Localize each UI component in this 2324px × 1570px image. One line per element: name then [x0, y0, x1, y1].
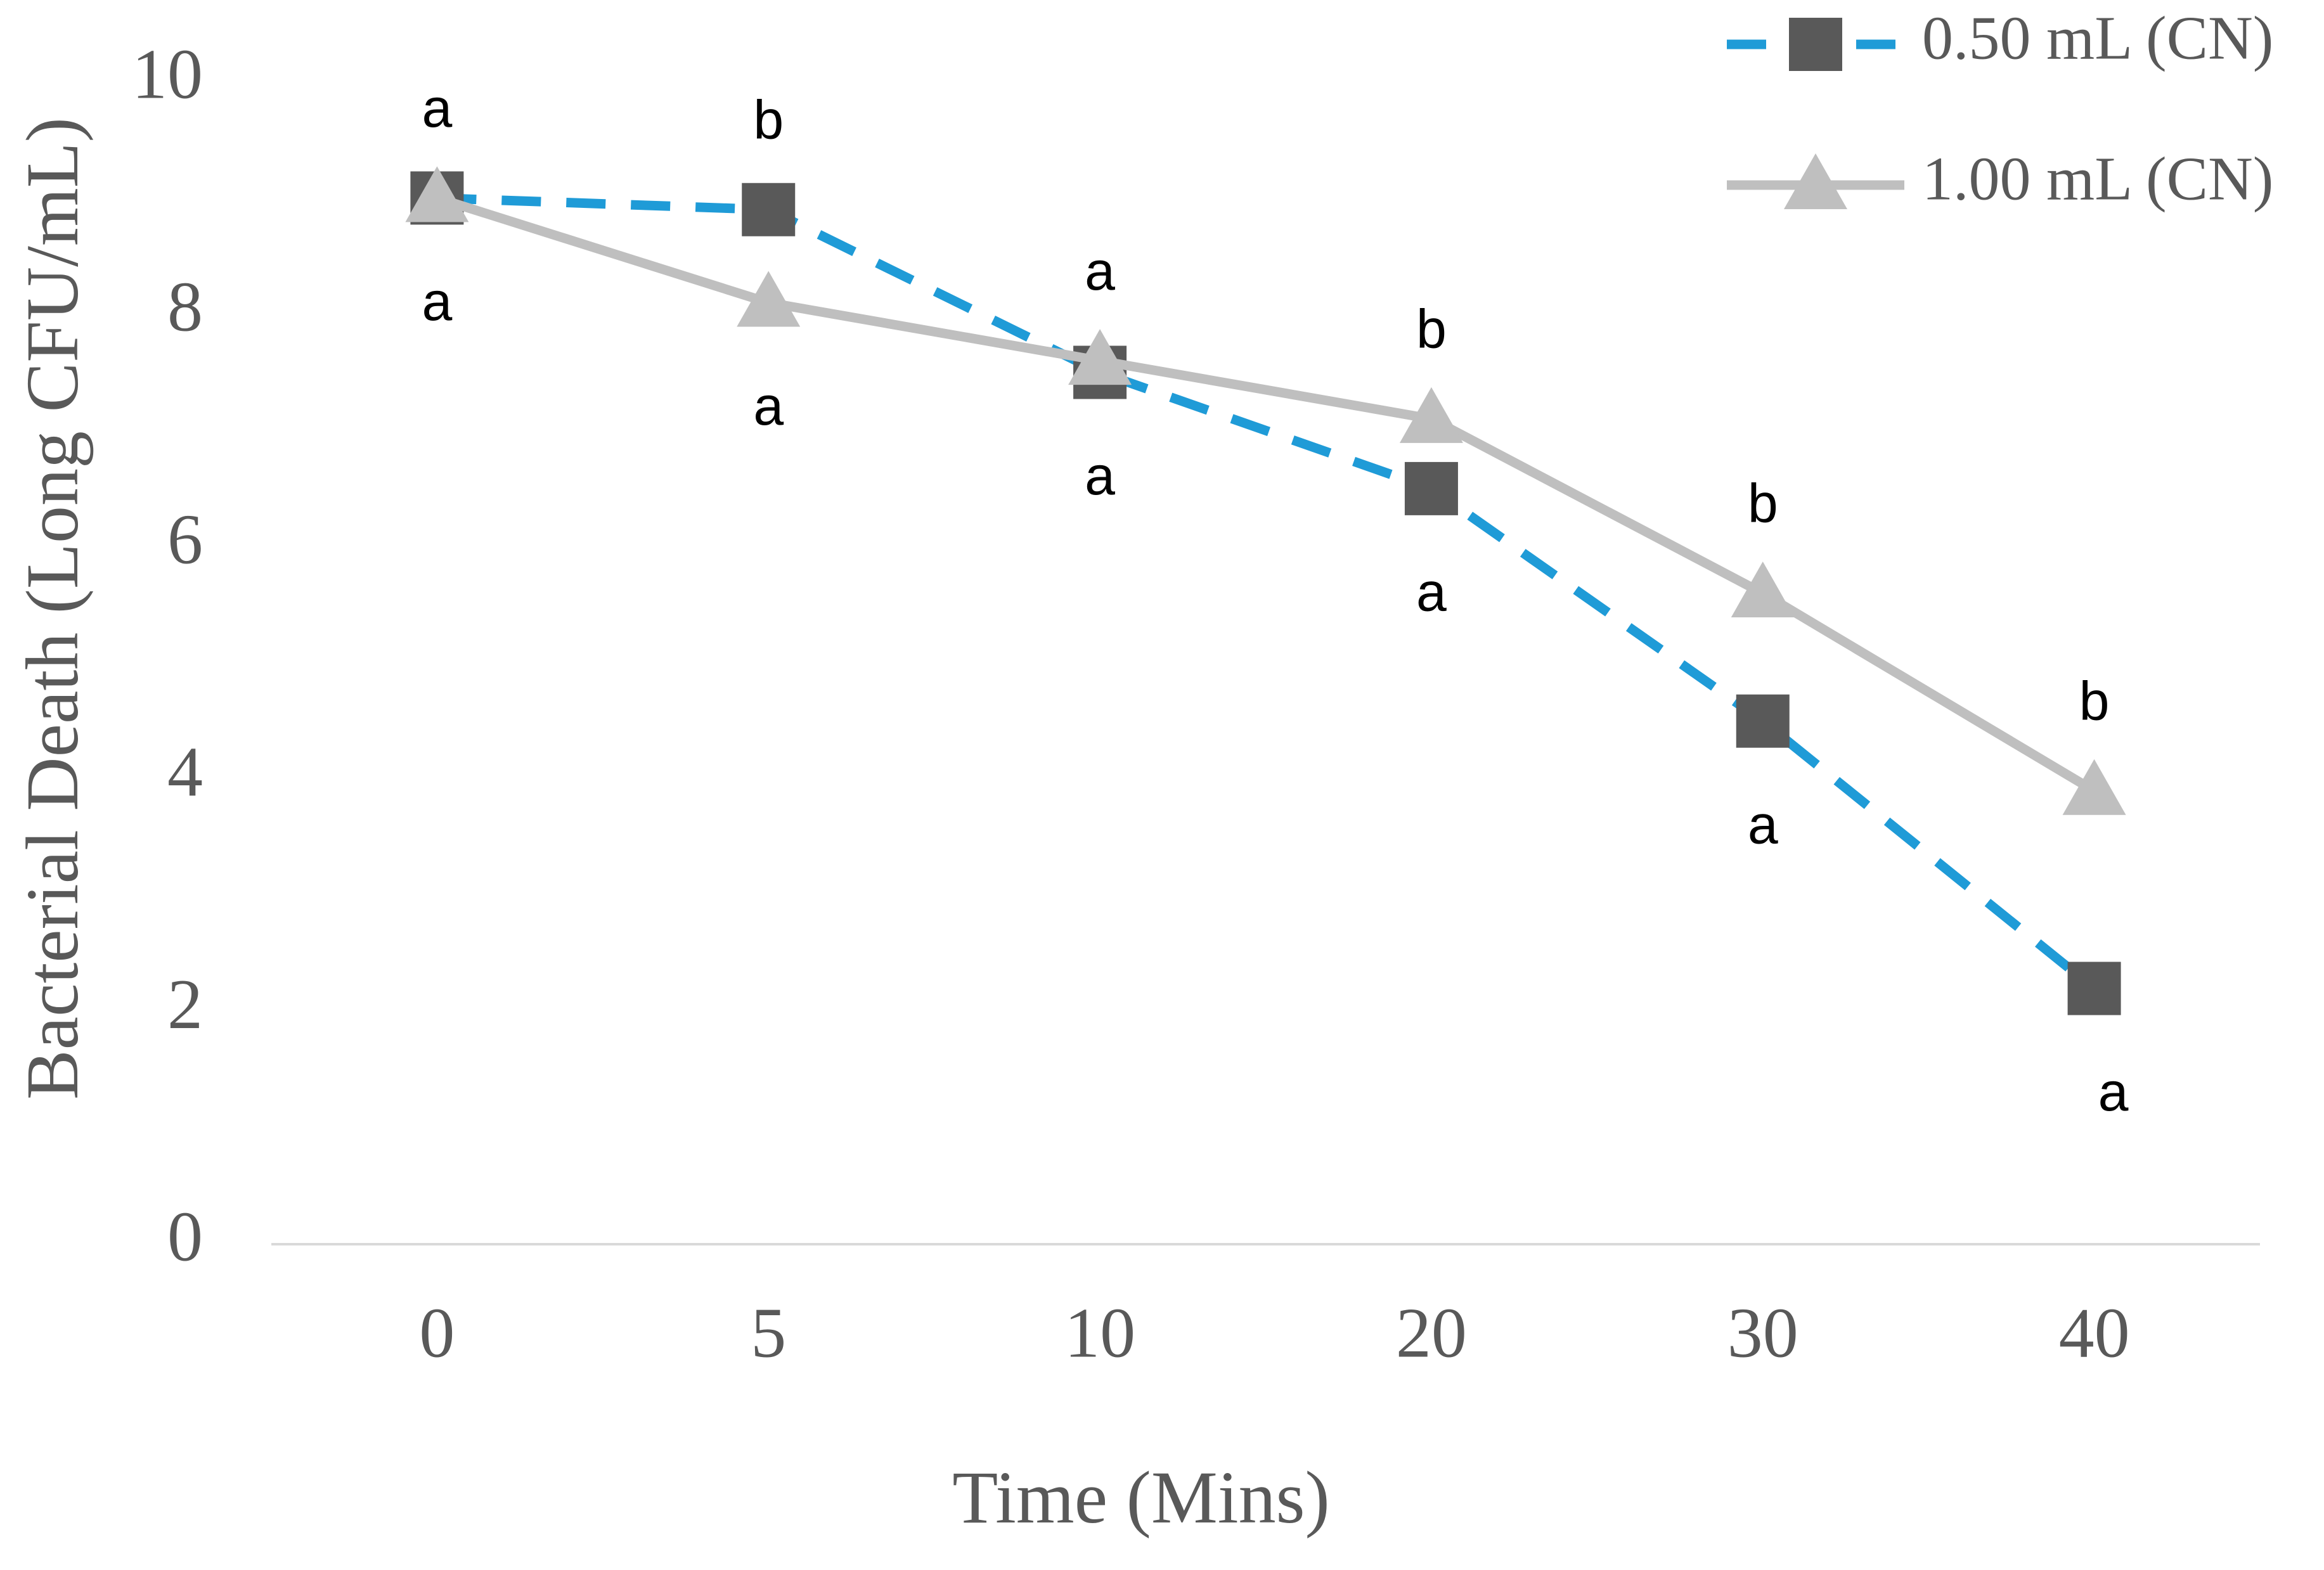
- y-tick-label: 6: [167, 500, 203, 579]
- legend-text: 1.00 mL (CN): [1922, 145, 2273, 213]
- data-point: [1731, 561, 1795, 617]
- y-axis-title: Bacterial Death (Long CFU/mL): [11, 117, 94, 1100]
- x-tick-label: 30: [1727, 1294, 1798, 1373]
- y-tick-label: 2: [167, 965, 203, 1044]
- y-tick-label: 0: [167, 1198, 203, 1277]
- x-tick-label: 0: [419, 1294, 455, 1373]
- x-tick-label: 20: [1396, 1294, 1467, 1373]
- data-point: [1404, 461, 1458, 515]
- significance-letter: a: [1085, 241, 1115, 302]
- legend-marker: [1784, 153, 1847, 209]
- data-point: [2067, 962, 2121, 1015]
- data-point: [742, 183, 796, 236]
- y-tick-label: 8: [167, 268, 203, 347]
- x-axis-title: Time (Mins): [952, 1456, 1330, 1539]
- x-tick-label: 10: [1064, 1294, 1135, 1373]
- data-point: [405, 166, 469, 222]
- y-tick-label: 4: [167, 733, 203, 811]
- series-line: [436, 193, 2097, 795]
- y-tick-label: 10: [132, 35, 203, 114]
- significance-letter: b: [753, 89, 784, 150]
- significance-letter: b: [2079, 671, 2110, 731]
- legend-text: 0.50 mL (CN): [1922, 4, 2273, 72]
- data-point: [1399, 387, 1463, 443]
- x-tick-label: 40: [2059, 1294, 2130, 1373]
- data-point: [737, 271, 801, 327]
- significance-letter: a: [2098, 1062, 2129, 1123]
- significance-letter: a: [1416, 562, 1447, 623]
- significance-letter: a: [753, 376, 784, 437]
- significance-letter: a: [1085, 446, 1115, 506]
- significance-letter: a: [1748, 794, 1778, 855]
- series-line: [437, 193, 2098, 993]
- data-point: [1068, 329, 1132, 385]
- significance-letter: b: [1748, 473, 1778, 534]
- legend-marker: [1789, 18, 1842, 71]
- x-tick-label: 5: [751, 1294, 786, 1373]
- significance-letter: a: [422, 271, 452, 332]
- significance-letter: a: [422, 78, 452, 139]
- data-point: [2062, 759, 2126, 815]
- significance-letter: b: [1416, 299, 1447, 360]
- data-point: [1736, 694, 1790, 748]
